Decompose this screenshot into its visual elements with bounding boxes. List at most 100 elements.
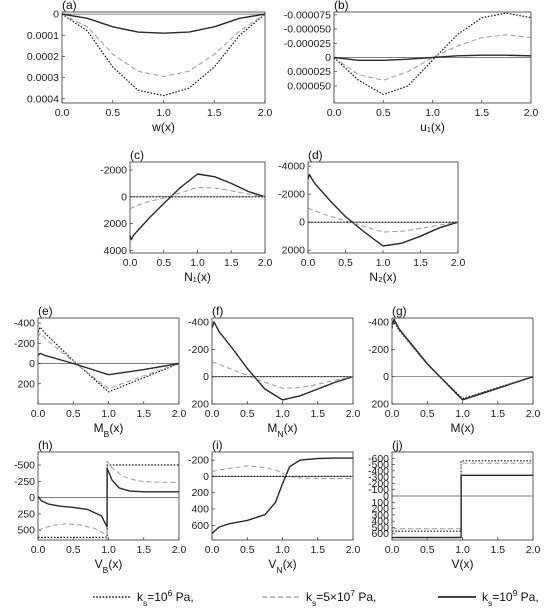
panel-g: 0.0 0.5 1.0 1.5 2.0 -400 -200 0 200 (g) M(x) (368, 304, 540, 435)
series-dotted-line (61, 13, 266, 97)
x-tick-label: 2.0 (346, 408, 361, 420)
x-tick-label: 1.5 (474, 107, 489, 119)
y-tick-label: -0.000075 (284, 9, 331, 21)
x-axis-label: V(x) (452, 557, 474, 571)
y-tick-label: 0 (53, 9, 59, 21)
series-dashed-line (211, 361, 354, 389)
series-dashed-line (392, 462, 533, 530)
x-tick-label: 1.0 (101, 544, 116, 556)
y-tick-label: 0 (121, 191, 127, 203)
x-tick-label: 0.5 (420, 408, 435, 420)
y-tick-label: 100 (371, 497, 389, 509)
y-tick-label: -2000 (100, 165, 127, 177)
series-solid-line (211, 321, 354, 401)
x-tick-label: 1.5 (310, 408, 325, 420)
panel-j: 0.0 0.5 1.0 1.5 2.0 -600-500-400-300-200-1000… (368, 438, 540, 571)
y-tick-label: 0.000025 (287, 66, 331, 78)
y-tick-label: -200 (368, 478, 389, 490)
x-tick-label: 0.5 (66, 544, 81, 556)
series-dashed-line (211, 465, 353, 479)
panel-tag: (i) (212, 438, 223, 452)
x-tick-label: 0.0 (205, 408, 220, 420)
x-tick-label: 1.0 (425, 107, 440, 119)
x-tick-label: 1.0 (455, 544, 470, 556)
x-tick-label: 2.0 (172, 408, 187, 420)
plot-frame-c (129, 161, 266, 254)
panel-tag: (d) (308, 148, 323, 162)
x-tick-label: 1.5 (224, 257, 239, 269)
series-dotted-line (37, 326, 180, 393)
y-tick-label: -200 (188, 455, 209, 467)
series-dotted-line (391, 321, 534, 400)
series-solid-line (391, 318, 534, 401)
series-solid-line (392, 474, 533, 539)
series-dashed-line (333, 34, 532, 81)
panel-i: 0.0 0.5 1.0 1.5 2.0 -200 0 200 400 600 (i) VN(x) (188, 438, 360, 575)
legend-label: ks=106 Pa, (137, 588, 194, 608)
y-tick-label: -200 (368, 344, 389, 356)
panel-h: 0.0 0.5 1.0 1.5 2.0 -500 -250 0 250 500 (h) VB(x) (14, 438, 186, 575)
series-dotted-line (38, 464, 179, 539)
panel-tag: (c) (130, 148, 144, 162)
series-dashed-line (307, 207, 459, 233)
x-tick-label: 1.5 (207, 107, 222, 119)
y-tick-label: 0 (29, 492, 35, 504)
x-tick-label: 2.0 (526, 408, 541, 420)
y-tick-label: 0 (29, 358, 35, 370)
x-axis-label: w(x) (151, 120, 175, 134)
x-tick-label: 0.0 (55, 107, 70, 119)
x-tick-label: 0.0 (327, 107, 342, 119)
panel-tag: (a) (62, 0, 77, 12)
x-tick-label: 1.0 (156, 107, 171, 119)
x-tick-label: 0.5 (376, 107, 391, 119)
x-axis-label: VN(x) (268, 557, 296, 575)
y-tick-label: -200 (188, 344, 209, 356)
x-tick-label: 0.0 (123, 257, 138, 269)
y-tick-label: 300 (371, 509, 389, 521)
y-tick-label: 600 (191, 520, 209, 532)
panel-e: 0.0 0.5 1.0 1.5 2.0 -400 -200 0 200 (e) MB(x) (14, 304, 186, 439)
x-axis-label: M(x) (451, 421, 475, 435)
y-tick-label: -600 (368, 453, 389, 465)
x-tick-label: 1.5 (136, 544, 151, 556)
x-tick-label: 2.0 (346, 544, 361, 556)
panel-a: 0.0 0.5 1.0 1.5 2.0 0 0.0001 0.0002 0.0003 0.0004… (27, 0, 273, 134)
x-axis-label: N₁(x) (184, 270, 211, 284)
x-axis-label: MB(x) (94, 421, 124, 439)
y-tick-label: 0.000050 (287, 80, 331, 92)
x-tick-label: 0.0 (301, 257, 316, 269)
plot-frame-d (307, 161, 459, 254)
panel-tag: (g) (392, 304, 407, 318)
y-tick-label: -4000 (278, 161, 305, 173)
series-dashed-line (129, 186, 266, 210)
y-tick-label: -400 (188, 317, 209, 329)
series-solid-line (61, 13, 266, 34)
x-axis-label: VB(x) (95, 557, 123, 575)
y-tick-label: -2000 (278, 189, 305, 201)
x-tick-label: 0.5 (105, 107, 120, 119)
y-tick-label: 250 (17, 508, 35, 520)
x-tick-label: 1.5 (136, 408, 151, 420)
x-tick-label: 1.0 (101, 408, 116, 420)
y-tick-label: -400 (14, 318, 35, 330)
panel-b: 0.0 0.5 1.0 1.5 2.0 -0.000075 -0.000050 -0.0000… (284, 0, 539, 134)
series-solid-line (129, 173, 266, 241)
x-tick-label: 0.5 (66, 408, 81, 420)
y-tick-label: 0 (325, 52, 331, 64)
y-tick-label: 0.0002 (27, 51, 59, 63)
series-solid-line (211, 457, 353, 535)
x-tick-label: 2.0 (258, 107, 273, 119)
x-tick-label: 0.0 (31, 544, 46, 556)
x-tick-label: 0.0 (31, 408, 46, 420)
legend-label: ks=109 Pa, (482, 588, 539, 608)
plot-frame-a (61, 11, 266, 104)
plot-frame-g (391, 317, 534, 405)
y-tick-label: 4000 (104, 245, 128, 257)
x-tick-label: 1.5 (490, 408, 505, 420)
y-tick-label: 0 (203, 371, 209, 383)
series-dashed-line (391, 320, 534, 400)
y-tick-label: 0.0004 (27, 93, 59, 105)
y-tick-label: 2000 (282, 245, 306, 257)
plot-frame-i (211, 451, 354, 541)
